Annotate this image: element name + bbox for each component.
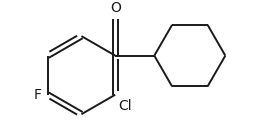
Text: O: O bbox=[110, 1, 121, 15]
Text: Cl: Cl bbox=[118, 99, 132, 113]
Text: F: F bbox=[34, 88, 42, 102]
